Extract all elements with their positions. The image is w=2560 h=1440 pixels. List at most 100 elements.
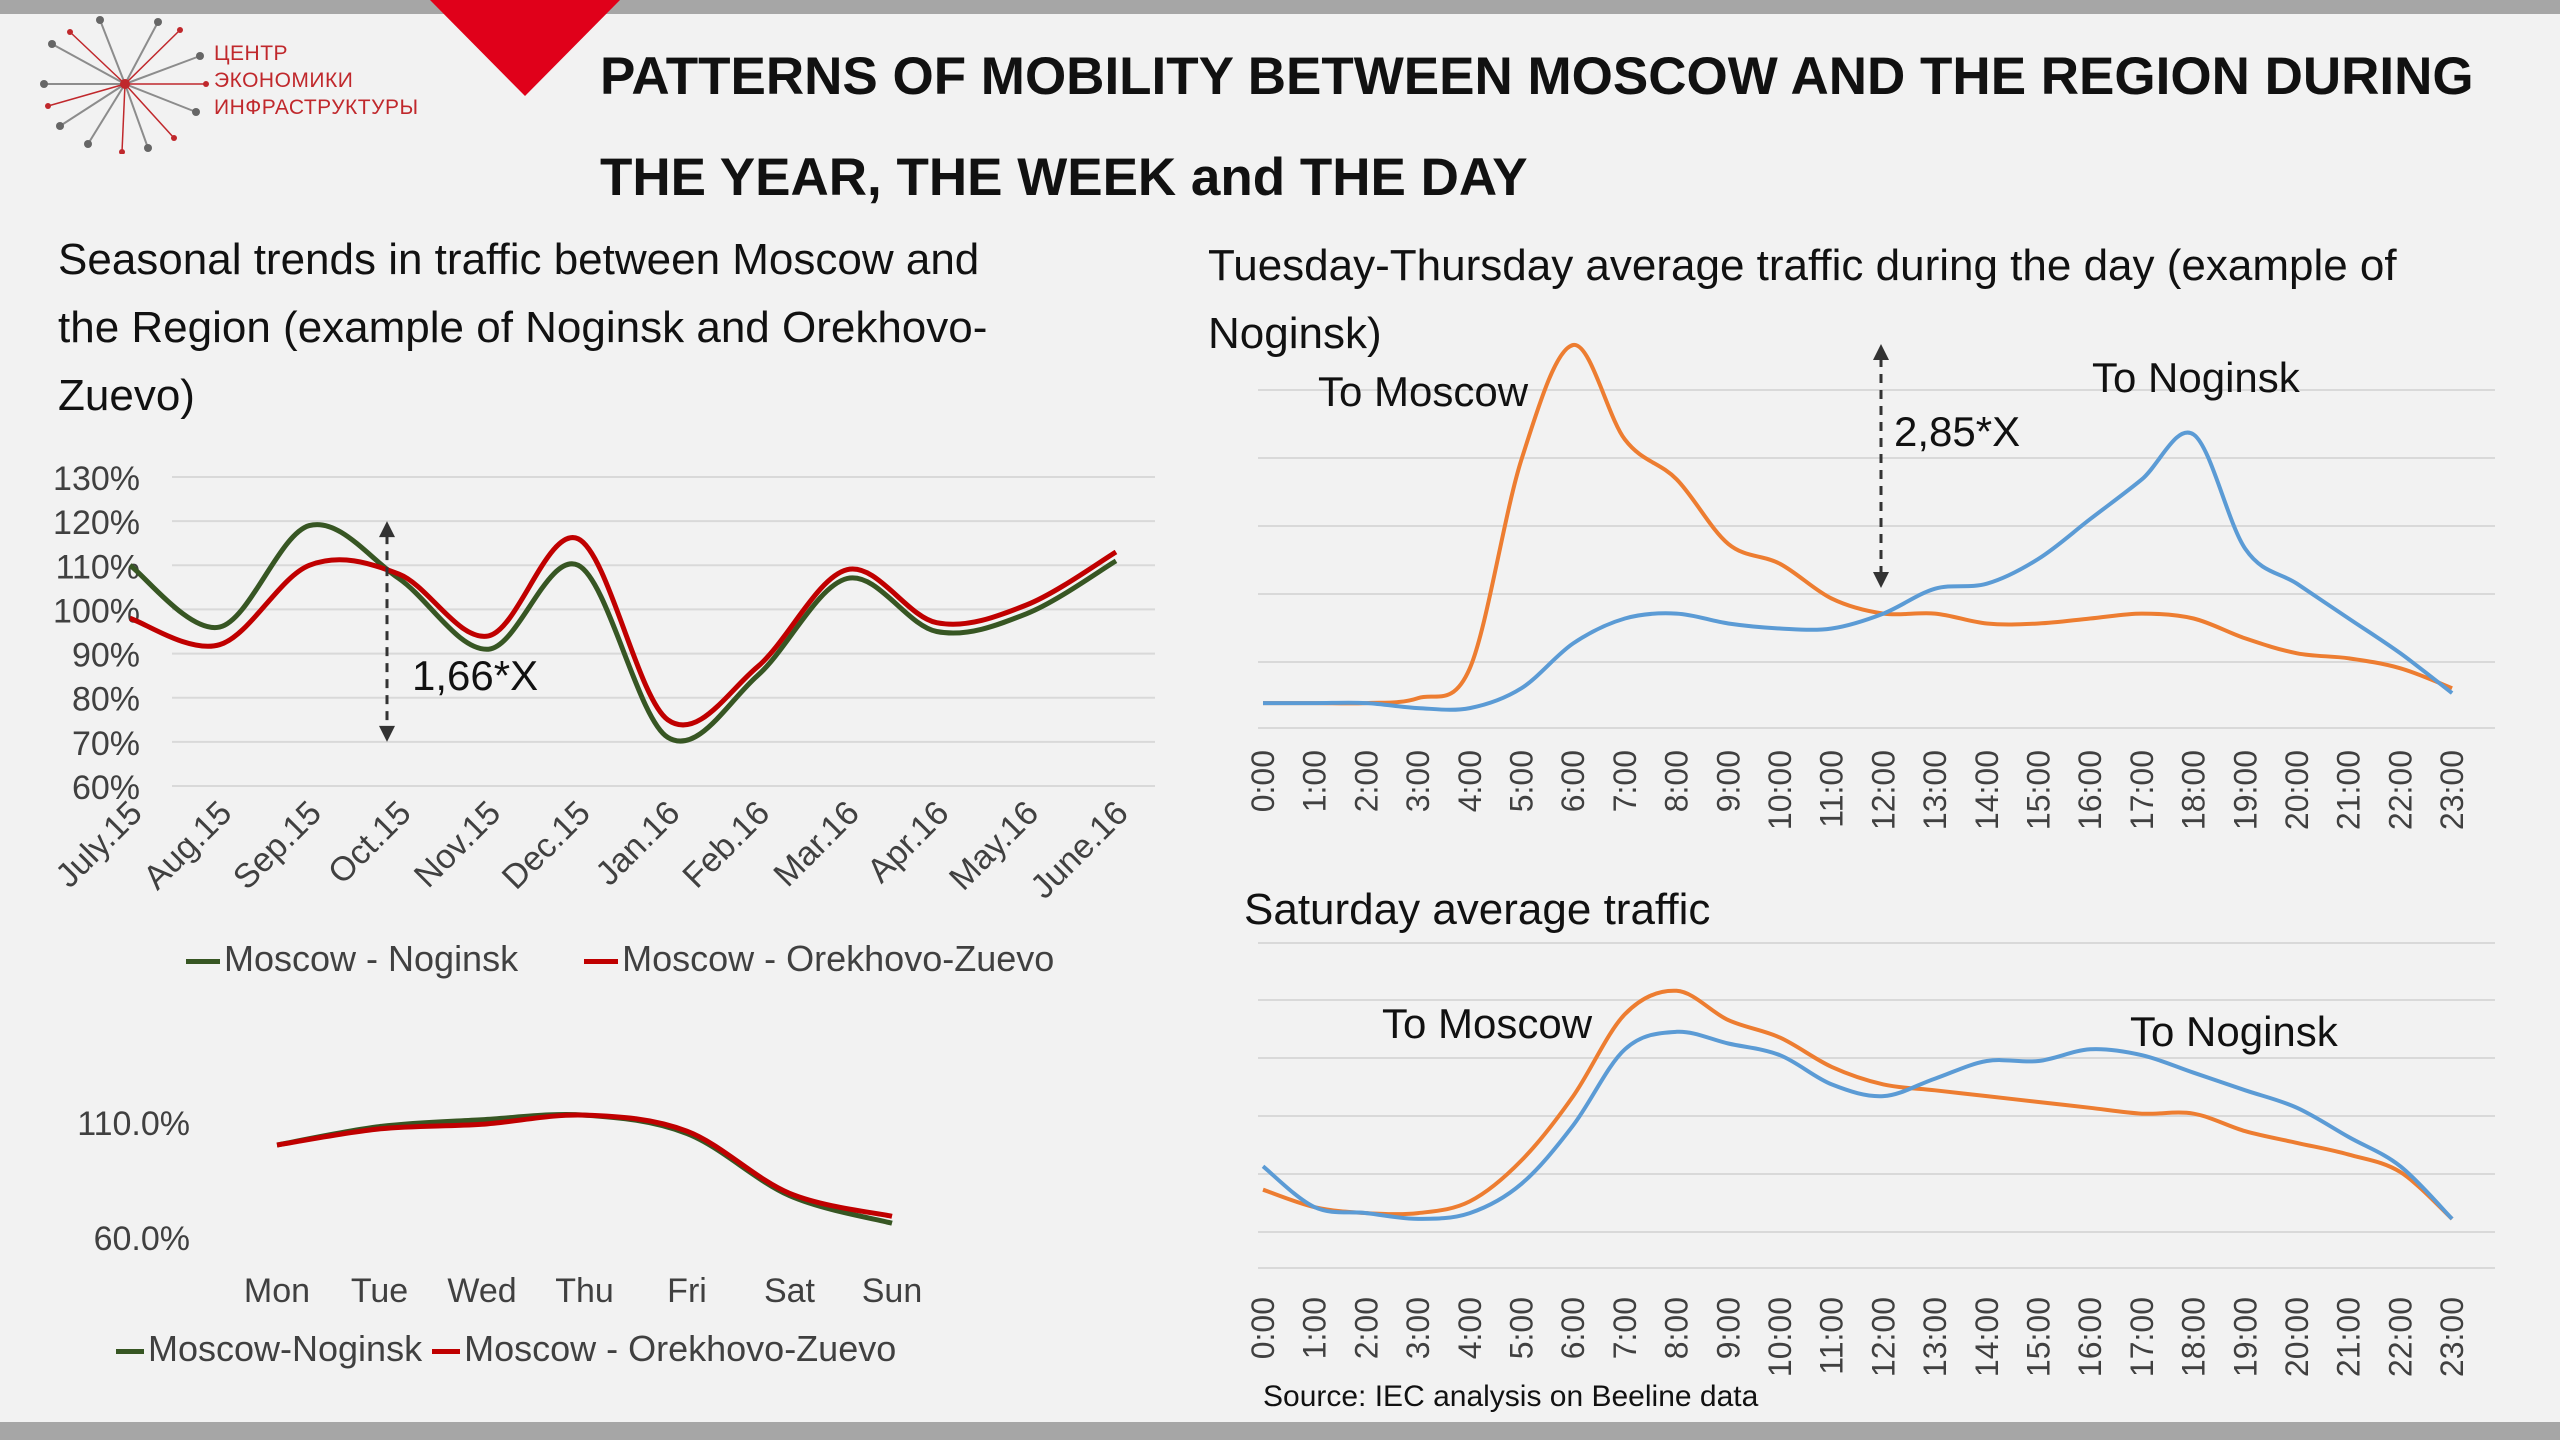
seasonal-series-line-0 xyxy=(128,522,1118,744)
weekday-arrow-head-down xyxy=(1873,572,1889,588)
seasonal-x-tick: Feb.16 xyxy=(675,794,777,896)
seasonal-x-tick: Jan.16 xyxy=(588,794,687,893)
seasonal-x-tick: Mar.16 xyxy=(766,794,866,894)
source-note: Source: IEC analysis on Beeline data xyxy=(1263,1380,1759,1413)
seasonal-x-tick: Apr.16 xyxy=(860,794,956,890)
seasonal-x-tick: Aug.15 xyxy=(136,794,239,897)
saturday-x-tick: 1:00 xyxy=(1297,1297,1333,1359)
page-title: PATTERNS OF MOBILITY BETWEEN MOSCOW AND … xyxy=(600,47,2474,207)
weekday-x-tick: 1:00 xyxy=(1297,750,1333,812)
saturday-series-line-1 xyxy=(1261,1029,2454,1221)
saturday-x-tick: 7:00 xyxy=(1607,1297,1643,1359)
weekday-x-tick: 12:00 xyxy=(1865,750,1901,830)
saturday-x-tick: 10:00 xyxy=(1762,1297,1798,1377)
logo-text: ЦЕНТР ЭКОНОМИКИ ИНФРАСТРУКТУРЫ xyxy=(214,40,419,121)
seasonal-x-tick: June.16 xyxy=(1023,794,1135,906)
red-triangle-decoration xyxy=(430,0,620,96)
weekly-series-line-1 xyxy=(276,1112,893,1219)
weekday-chart-title: Tuesday-Thursday average traffic during … xyxy=(1208,241,2397,358)
saturday-x-tick: 6:00 xyxy=(1555,1297,1591,1359)
weekday-x-tick: 16:00 xyxy=(2072,750,2108,830)
weekday-x-tick: 4:00 xyxy=(1452,750,1488,812)
saturday-x-tick: 12:00 xyxy=(1865,1297,1901,1377)
saturday-x-tick: 8:00 xyxy=(1659,1297,1695,1359)
seasonal-y-tick: 110% xyxy=(56,548,140,586)
seasonal-y-tick: 80% xyxy=(72,681,140,719)
weekly-y-tick: 60.0% xyxy=(94,1220,190,1258)
weekday-x-tick: 9:00 xyxy=(1710,750,1746,812)
weekday-x-tick: 10:00 xyxy=(1762,750,1798,830)
weekday-series-line-1 xyxy=(1263,430,2454,712)
weekday-arrow-head-up xyxy=(1873,344,1889,360)
weekday-x-tick: 0:00 xyxy=(1245,750,1281,812)
saturday-x-tick: 3:00 xyxy=(1400,1297,1436,1359)
weekly-y-tick: 110.0% xyxy=(77,1105,190,1143)
seasonal-x-tick: Oct.15 xyxy=(321,794,419,892)
saturday-x-tick: 16:00 xyxy=(2072,1297,2108,1377)
seasonal-x-tick: Sep.15 xyxy=(226,794,329,897)
weekly-legend: Moscow-Noginsk Moscow - Orekhovo-Zuevo xyxy=(116,1328,896,1370)
saturday-x-tick: 21:00 xyxy=(2331,1297,2367,1377)
weekday-series-line-0 xyxy=(1263,343,2453,706)
legend-item-noginsk: Moscow - Noginsk xyxy=(186,938,518,979)
weekday-label-to-moscow: To Moscow xyxy=(1318,368,1529,415)
seasonal-chart-title: Seasonal trends in traffic between Mosco… xyxy=(58,235,988,420)
weekly-x-tick: Mon xyxy=(244,1272,310,1310)
weekday-label-to-noginsk: To Noginsk xyxy=(2092,354,2300,401)
saturday-series-line-0 xyxy=(1262,988,2454,1221)
weekday-x-tick: 19:00 xyxy=(2227,750,2263,830)
legend-item-orekhovo: Moscow - Orekhovo-Zuevo xyxy=(584,938,1054,979)
seasonal-annotation: 1,66*X xyxy=(412,652,539,699)
saturday-x-tick: 15:00 xyxy=(2021,1297,2057,1377)
logo-line-2: ЭКОНОМИКИ xyxy=(214,69,354,92)
weekday-x-tick: 2:00 xyxy=(1348,750,1384,812)
seasonal-arrow-head-down xyxy=(379,725,395,742)
legend-item-orekhovo-week: Moscow - Orekhovo-Zuevo xyxy=(432,1328,896,1369)
weekday-hourly-chart: 0:00 1:00 2:00 3:00 4:00 5:00 6:00 7:00 8:00 9:00… xyxy=(1245,343,2495,830)
seasonal-arrow-head-up xyxy=(379,521,395,538)
weekday-x-tick: 8:00 xyxy=(1659,750,1695,812)
weekday-x-tick: 11:00 xyxy=(1814,750,1850,828)
weekly-x-tick: Sun xyxy=(862,1272,923,1310)
saturday-hourly-chart: 0:00 1:00 2:00 3:00 4:00 5:00 6:00 7:00 8:00 9:00… xyxy=(1245,942,2495,1377)
seasonal-y-tick: 90% xyxy=(72,637,140,675)
logo-line-1: ЦЕНТР xyxy=(214,42,289,65)
weekday-x-tick: 17:00 xyxy=(2124,750,2160,830)
seasonal-series-line-1 xyxy=(129,535,1118,728)
saturday-x-tick: 19:00 xyxy=(2227,1297,2263,1377)
weekly-x-tick: Fri xyxy=(667,1272,707,1310)
weekly-chart: 60.0% 110.0% Mon Tue Wed Thu Fri Sat Sun xyxy=(77,1105,923,1310)
weekday-x-tick: 5:00 xyxy=(1504,750,1540,812)
saturday-x-tick: 5:00 xyxy=(1504,1297,1540,1359)
weekday-x-tick: 7:00 xyxy=(1607,750,1643,812)
seasonal-x-tick: July.15 xyxy=(48,794,149,895)
saturday-x-tick: 20:00 xyxy=(2279,1297,2315,1377)
saturday-x-tick: 4:00 xyxy=(1452,1297,1488,1359)
seasonal-y-tick: 60% xyxy=(72,769,140,807)
saturday-x-tick: 9:00 xyxy=(1710,1297,1746,1359)
weekday-x-tick: 21:00 xyxy=(2331,750,2367,830)
weekday-x-tick: 23:00 xyxy=(2434,750,2470,830)
weekly-x-tick: Tue xyxy=(351,1272,408,1310)
seasonal-y-tick: 130% xyxy=(53,460,140,498)
weekly-x-tick: Thu xyxy=(555,1272,614,1310)
seasonal-legend: Moscow - Noginsk Moscow - Orekhovo-Zuevo xyxy=(186,938,1054,980)
weekday-x-tick: 13:00 xyxy=(1917,750,1953,830)
weekday-x-tick: 6:00 xyxy=(1555,750,1591,812)
seasonal-y-tick: 70% xyxy=(72,725,140,763)
saturday-x-tick: 14:00 xyxy=(1969,1297,2005,1377)
weekday-x-tick: 14:00 xyxy=(1969,750,2005,830)
weekday-x-tick: 3:00 xyxy=(1400,750,1436,812)
bottom-bar xyxy=(0,1422,2560,1440)
weekly-x-tick: Sat xyxy=(764,1272,816,1310)
weekday-x-tick: 18:00 xyxy=(2176,750,2212,830)
saturday-x-tick: 13:00 xyxy=(1917,1297,1953,1377)
weekday-x-tick: 15:00 xyxy=(2021,750,2057,830)
saturday-x-tick: 23:00 xyxy=(2434,1297,2470,1377)
top-bar xyxy=(0,0,2560,14)
seasonal-chart: 60% 70% 80% 90% 100% 110% 120% 130% July.15Aug.1… xyxy=(48,460,1155,906)
seasonal-x-tick: Nov.15 xyxy=(407,794,508,895)
weekday-x-tick: 22:00 xyxy=(2382,750,2418,830)
weekday-annotation: 2,85*X xyxy=(1894,408,2021,455)
saturday-x-tick: 18:00 xyxy=(2176,1297,2212,1377)
